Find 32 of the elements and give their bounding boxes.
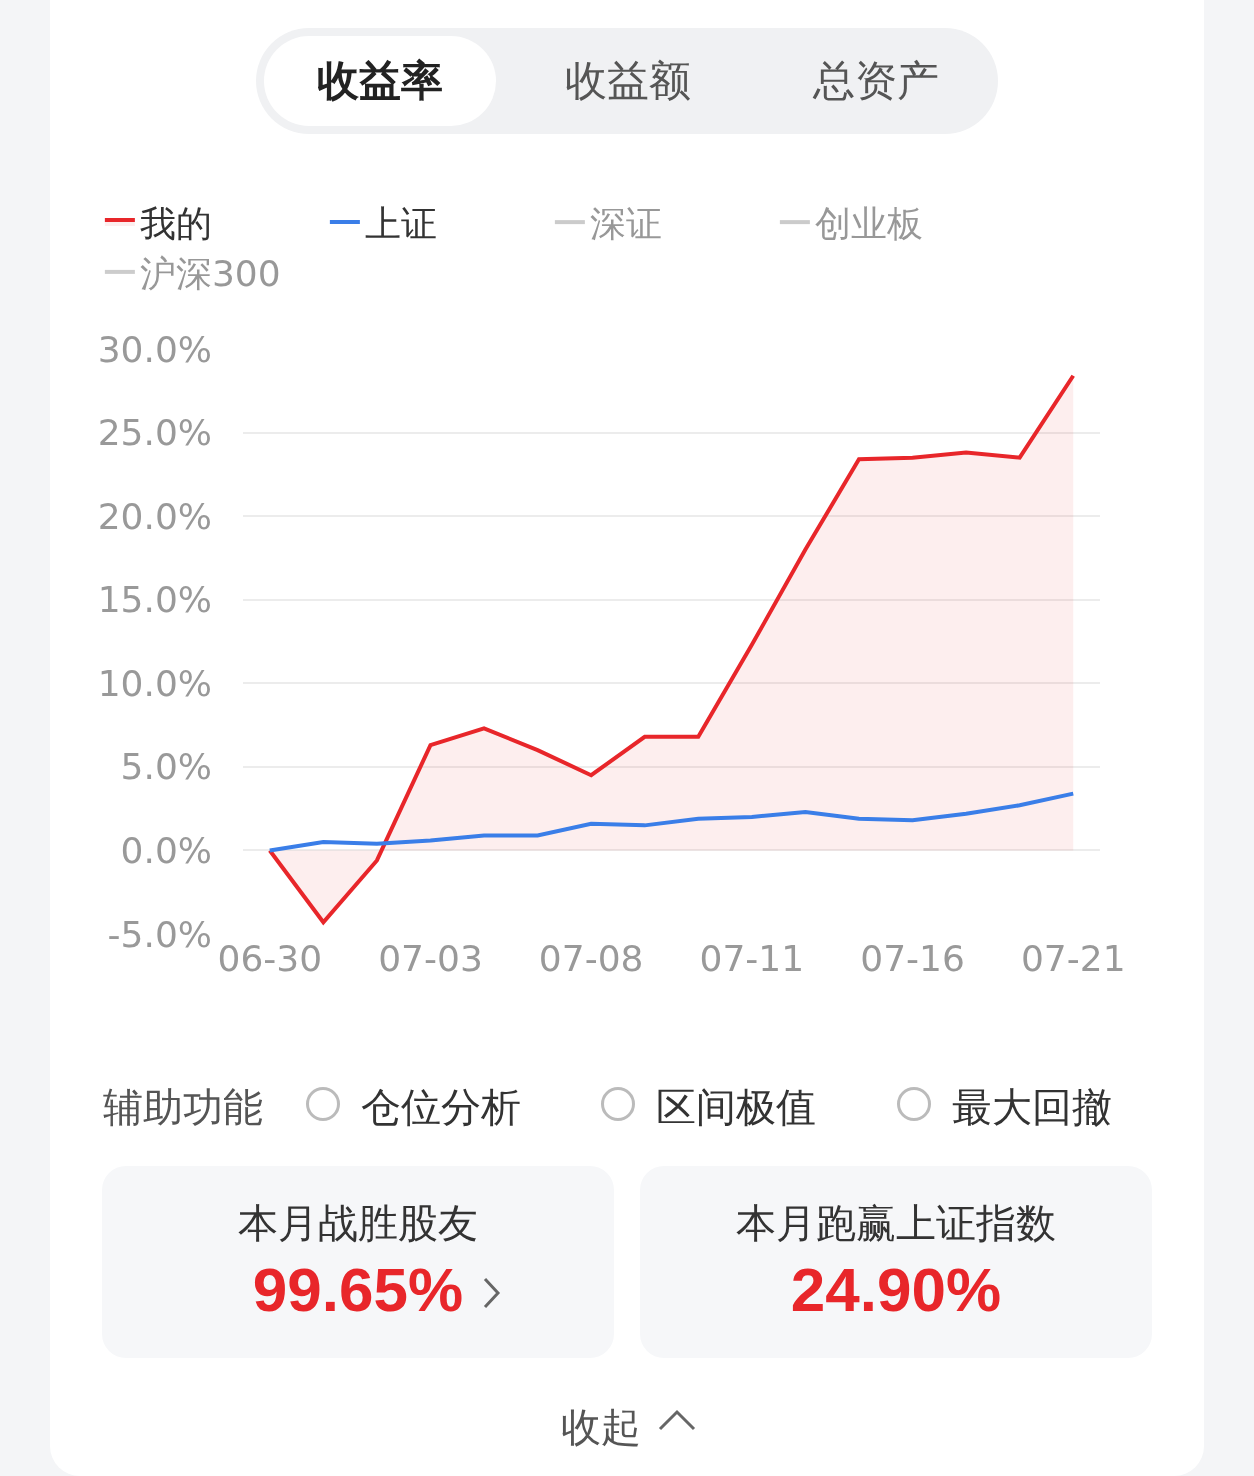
x-tick-label: 07-21	[1020, 938, 1126, 979]
legend-label: 沪深300	[139, 252, 281, 294]
text: 99.65%	[252, 1255, 464, 1324]
text: 总资产	[812, 55, 940, 107]
text: 24.90%	[790, 1255, 1002, 1324]
legend-label: 创业板	[814, 203, 923, 245]
text: 辅助功能	[103, 1083, 263, 1132]
text: 收益率	[264, 36, 496, 126]
y-tick-label: 15.0%	[97, 579, 212, 621]
text: 仓位分析	[361, 1083, 521, 1132]
text: 区间极值	[656, 1083, 816, 1132]
y-tick-label: 0.0%	[120, 830, 212, 872]
x-tick-label: 07-03	[378, 938, 483, 979]
text: 最大回撤	[952, 1083, 1112, 1132]
y-tick-label: -5.0%	[107, 913, 212, 955]
legend-label: 我的	[139, 203, 212, 245]
line-series	[267, 791, 1076, 853]
legend-label: 上证	[364, 203, 437, 245]
x-tick-label: 07-11	[699, 938, 805, 979]
y-tick-label: 20.0%	[97, 495, 212, 537]
x-tick-label: 06-30	[217, 938, 323, 979]
y-tick-label: 30.0%	[97, 328, 212, 370]
x-tick-label: 07-08	[538, 938, 644, 979]
text: 本月战胜股友	[237, 1199, 479, 1248]
y-tick-label: 25.0%	[97, 412, 212, 454]
legend-label: 深证	[589, 203, 662, 245]
text: 收起	[561, 1403, 641, 1452]
y-tick-label: 10.0%	[97, 662, 212, 704]
x-tick-label: 07-16	[860, 938, 965, 979]
text: 收益额	[564, 55, 692, 107]
text: 本月跑赢上证指数	[735, 1199, 1057, 1248]
y-tick-label: 5.0%	[120, 746, 212, 788]
